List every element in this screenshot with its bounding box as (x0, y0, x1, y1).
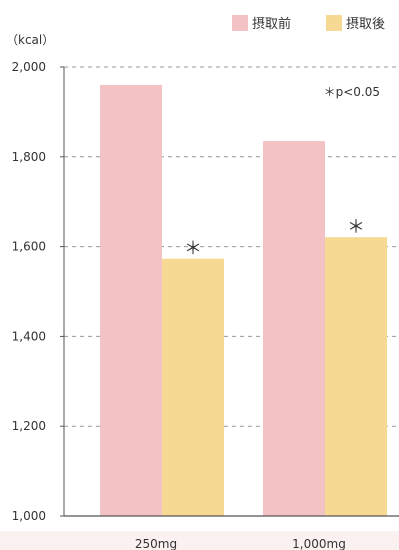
y-tick-label: 1,000 (12, 509, 46, 523)
y-tick-label: 1,400 (12, 329, 46, 343)
legend-swatch-before (232, 15, 248, 31)
legend-swatch-after (326, 15, 342, 31)
x-category-label: 250mg (135, 537, 177, 550)
significance-mark: ＊ (184, 239, 202, 260)
legend: 摂取前 摂取後 (232, 15, 385, 32)
y-tick-label: 1,200 (12, 419, 46, 433)
significance-mark: ＊ (347, 217, 365, 238)
x-axis: 250mg 1,000mg (64, 515, 399, 550)
y-axis: 1,000 1,200 1,400 1,600 1,800 2,000 (12, 60, 65, 523)
y-tick-label: 1,600 (12, 240, 46, 254)
significance-note: ＊p<0.05 (324, 85, 380, 99)
legend-label-before: 摂取前 (252, 16, 291, 32)
bottom-band (0, 531, 399, 550)
significance-marks: ＊＊ (184, 217, 365, 260)
y-tick-label: 2,000 (12, 60, 46, 74)
bar (162, 258, 224, 516)
bar (263, 141, 325, 516)
y-axis-unit-label: （kcal） (6, 33, 54, 47)
legend-label-after: 摂取後 (346, 16, 385, 32)
bars (100, 84, 387, 517)
bar (100, 84, 162, 517)
bar (325, 237, 387, 516)
y-tick-label: 1,800 (12, 150, 46, 164)
x-category-label: 1,000mg (292, 537, 346, 550)
